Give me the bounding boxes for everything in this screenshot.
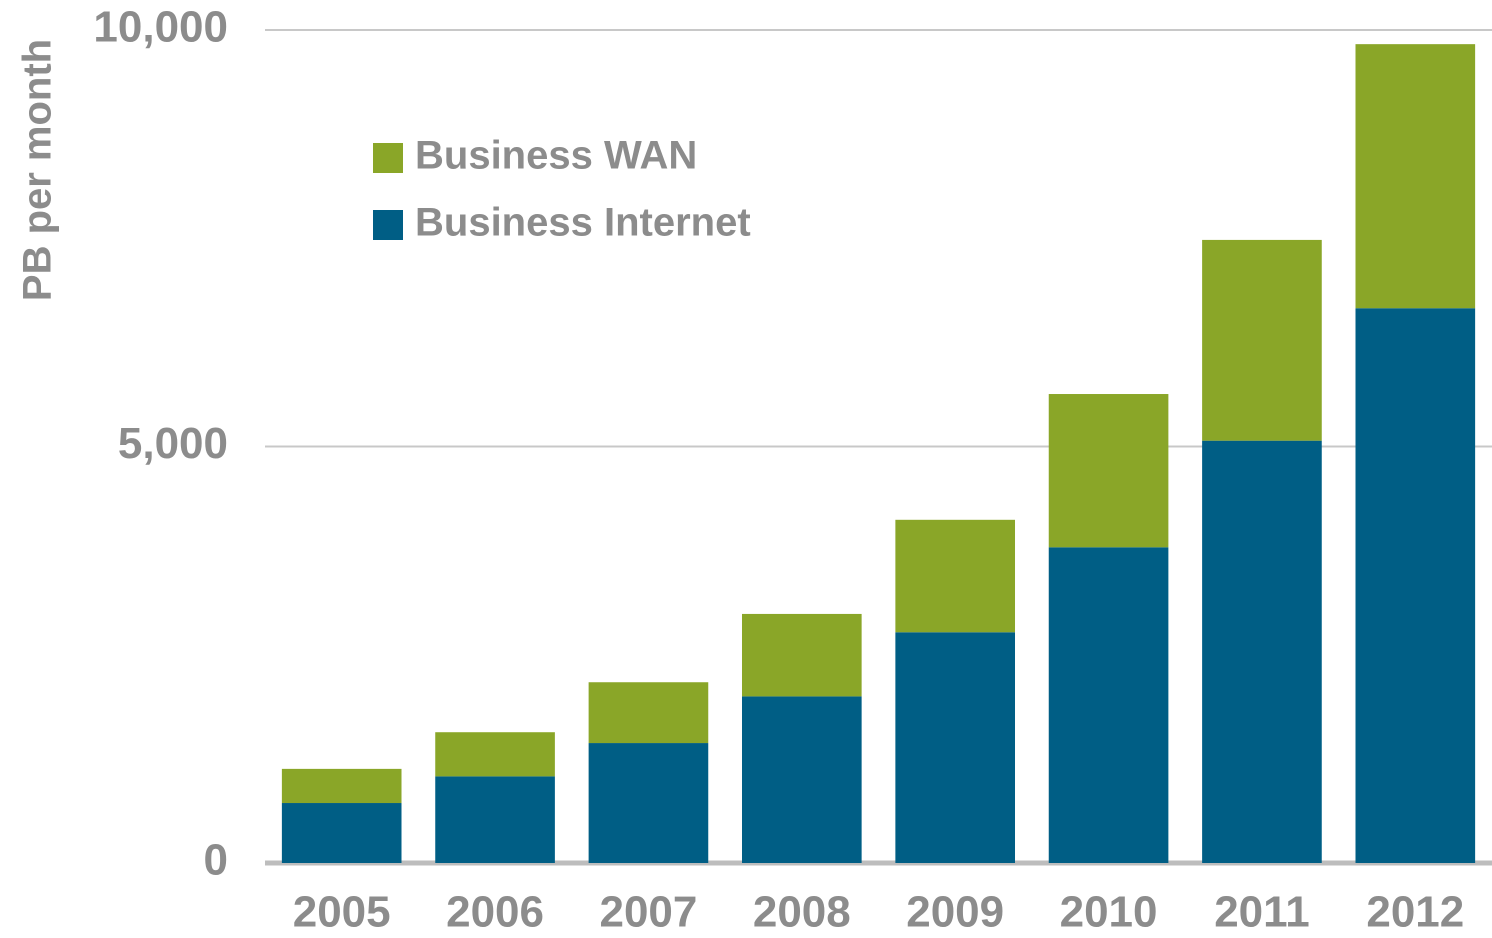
legend-label: Business WAN bbox=[415, 134, 697, 178]
bar-segment bbox=[1202, 440, 1322, 863]
x-tick-label: 2011 bbox=[1214, 888, 1309, 937]
legend-swatch bbox=[373, 210, 403, 240]
y-tick-label: 5,000 bbox=[118, 419, 228, 468]
bar-segment bbox=[741, 613, 862, 697]
bar-segment bbox=[435, 776, 555, 863]
bar-segment bbox=[588, 743, 709, 863]
bar-segment bbox=[1355, 308, 1476, 863]
x-tick-label: 2006 bbox=[446, 888, 544, 937]
y-axis-label: PB per month bbox=[16, 39, 60, 301]
legend-swatch bbox=[373, 143, 403, 173]
x-tick-label: 2005 bbox=[293, 888, 391, 937]
bar-segment bbox=[588, 682, 709, 744]
bar-segment bbox=[281, 768, 402, 804]
legend-label: Business Internet bbox=[415, 201, 751, 245]
bar-segment bbox=[895, 519, 1016, 633]
x-tick-label: 2008 bbox=[753, 888, 851, 937]
bar-segment bbox=[895, 632, 1016, 863]
bar-segment bbox=[1202, 239, 1322, 441]
bar-segment bbox=[435, 732, 555, 777]
x-tick-label: 2009 bbox=[906, 888, 1004, 937]
bar-segment bbox=[741, 696, 862, 863]
y-tick-label: 0 bbox=[204, 836, 228, 885]
bar-segment bbox=[1355, 44, 1476, 309]
bar-segment bbox=[1048, 547, 1169, 863]
y-tick-label: 10,000 bbox=[93, 3, 228, 52]
x-tick-label: 2012 bbox=[1366, 888, 1464, 937]
bar-segment bbox=[1048, 394, 1169, 548]
x-tick-label: 2010 bbox=[1060, 888, 1158, 937]
x-tick-label: 2007 bbox=[599, 888, 697, 937]
bar-segment bbox=[281, 803, 402, 863]
